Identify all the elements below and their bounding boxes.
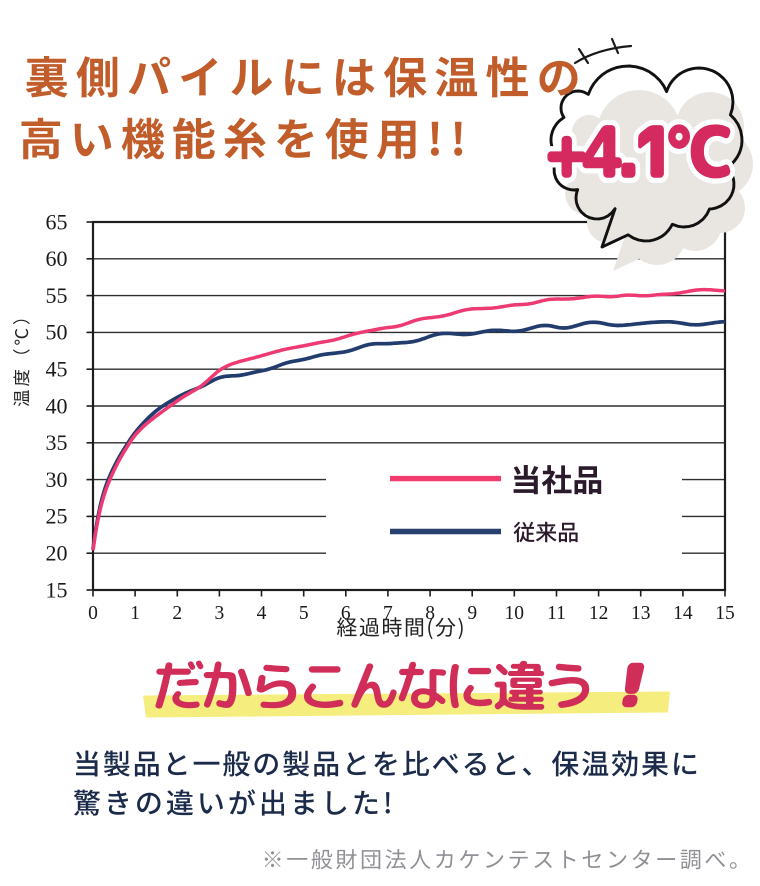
svg-text:13: 13	[631, 603, 651, 624]
svg-text:1: 1	[130, 603, 140, 624]
svg-text:30: 30	[46, 467, 68, 492]
svg-text:3: 3	[215, 603, 225, 624]
svg-text:14: 14	[673, 603, 693, 624]
svg-text:11: 11	[547, 603, 566, 624]
svg-text:50: 50	[46, 320, 68, 345]
svg-text:45: 45	[46, 357, 68, 382]
svg-text:65: 65	[46, 209, 68, 234]
svg-text:60: 60	[46, 246, 68, 271]
svg-text:15: 15	[715, 603, 735, 624]
svg-text:7: 7	[383, 603, 393, 624]
svg-text:9: 9	[467, 603, 477, 624]
svg-text:2: 2	[172, 603, 182, 624]
svg-text:20: 20	[46, 541, 68, 566]
svg-text:0: 0	[88, 603, 98, 624]
svg-text:6: 6	[341, 603, 351, 624]
svg-text:5: 5	[299, 603, 309, 624]
svg-text:10: 10	[505, 603, 525, 624]
svg-text:35: 35	[46, 430, 68, 455]
svg-text:40: 40	[46, 393, 68, 418]
svg-text:15: 15	[46, 577, 68, 602]
svg-text:25: 25	[46, 504, 68, 529]
svg-text:8: 8	[425, 603, 435, 624]
svg-text:4: 4	[257, 603, 267, 624]
svg-text:55: 55	[46, 283, 68, 308]
svg-text:12: 12	[589, 603, 609, 624]
